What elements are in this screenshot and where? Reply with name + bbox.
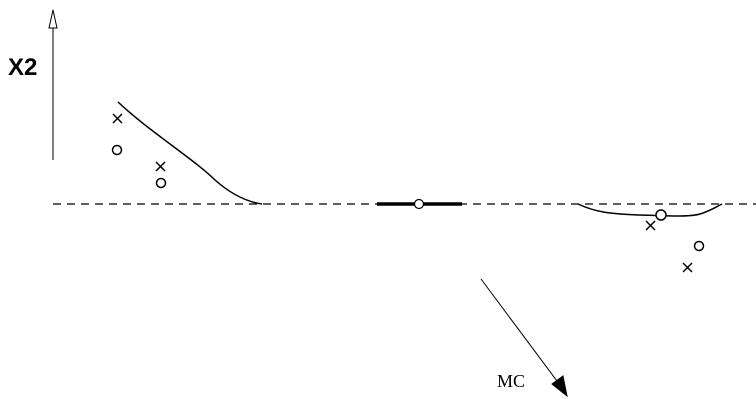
cross-marker [112, 113, 123, 124]
cross-marker [682, 262, 693, 273]
cross-marker [645, 220, 656, 231]
x2-axis-arrowhead [48, 9, 58, 29]
x2-axis-label: X2 [8, 54, 37, 81]
mc-axis-label: MC [497, 371, 525, 391]
circle-marker [111, 144, 123, 156]
cross-marker [155, 161, 166, 172]
circle-marker [655, 209, 667, 221]
circle-marker [693, 240, 705, 252]
right-curve [577, 203, 723, 217]
mc-axis-arrowhead [551, 375, 568, 398]
mc-axis-line [480, 278, 561, 386]
left-curve [117, 101, 263, 205]
circle-marker [155, 177, 167, 189]
circle-marker [413, 198, 425, 210]
